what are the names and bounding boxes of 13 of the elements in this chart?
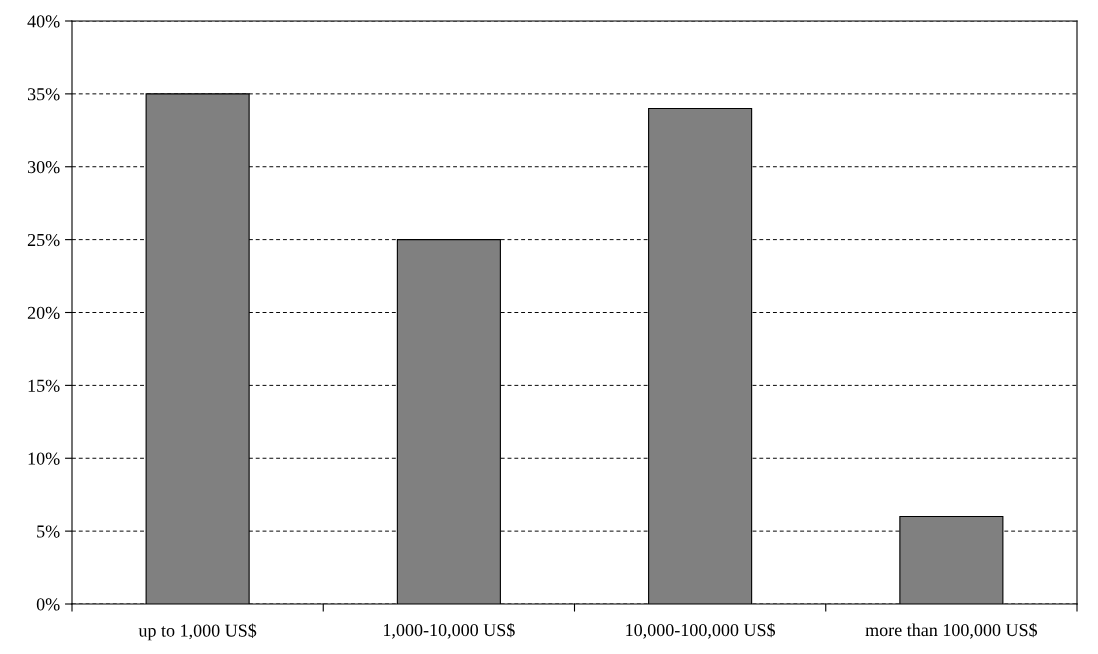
y-tick-label: 5%: [37, 525, 60, 538]
y-tick-label: 40%: [27, 15, 60, 28]
x-tick-label: 1,000-10,000 US$: [384, 622, 515, 639]
y-tick-label: 25%: [27, 233, 60, 247]
y-tick-label: 35%: [27, 88, 60, 101]
y-tick-label: 0%: [36, 598, 60, 611]
y-tick-label: 15%: [28, 379, 60, 392]
x-tick-label: 10,000-100,000 US$: [626, 622, 776, 639]
y-tick-label: 20%: [27, 306, 60, 319]
y-tick-label: 10%: [28, 452, 60, 465]
x-tick-label: more than 100,000 US$: [865, 622, 1038, 639]
x-tick-label: up to 1,000 US$: [138, 623, 257, 641]
y-tick-label: 30%: [27, 161, 60, 174]
